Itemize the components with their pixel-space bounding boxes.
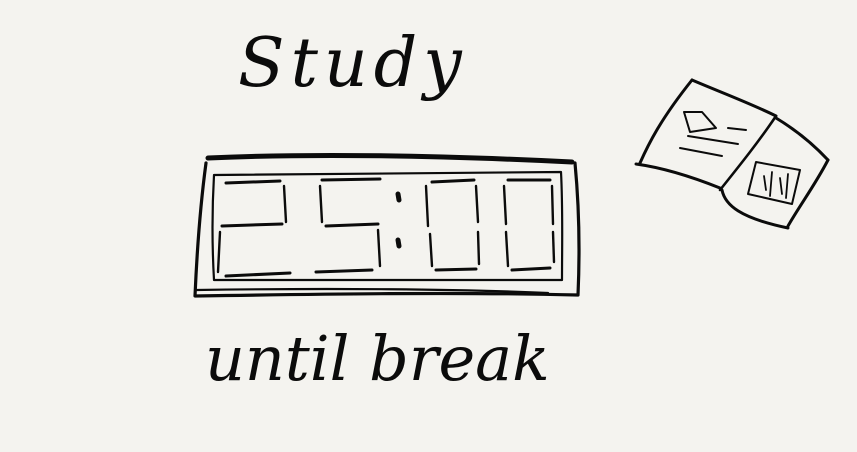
digit-5 xyxy=(314,177,382,274)
timer-colon xyxy=(395,191,402,249)
timer-outer-frame xyxy=(193,161,581,298)
caption-until-break: until break xyxy=(205,322,550,395)
timer-top-edge xyxy=(205,152,575,165)
book-icon xyxy=(634,78,830,230)
digit-0-first xyxy=(424,178,481,272)
timer-display xyxy=(193,152,581,298)
heading-study: Study xyxy=(238,24,468,103)
digit-2 xyxy=(216,179,292,278)
caption-text: until break xyxy=(205,322,550,395)
timer-bottom-edge xyxy=(195,287,550,295)
heading-text: Study xyxy=(238,24,468,103)
digit-0-second xyxy=(502,178,556,272)
timer-inner-frame xyxy=(211,170,564,282)
